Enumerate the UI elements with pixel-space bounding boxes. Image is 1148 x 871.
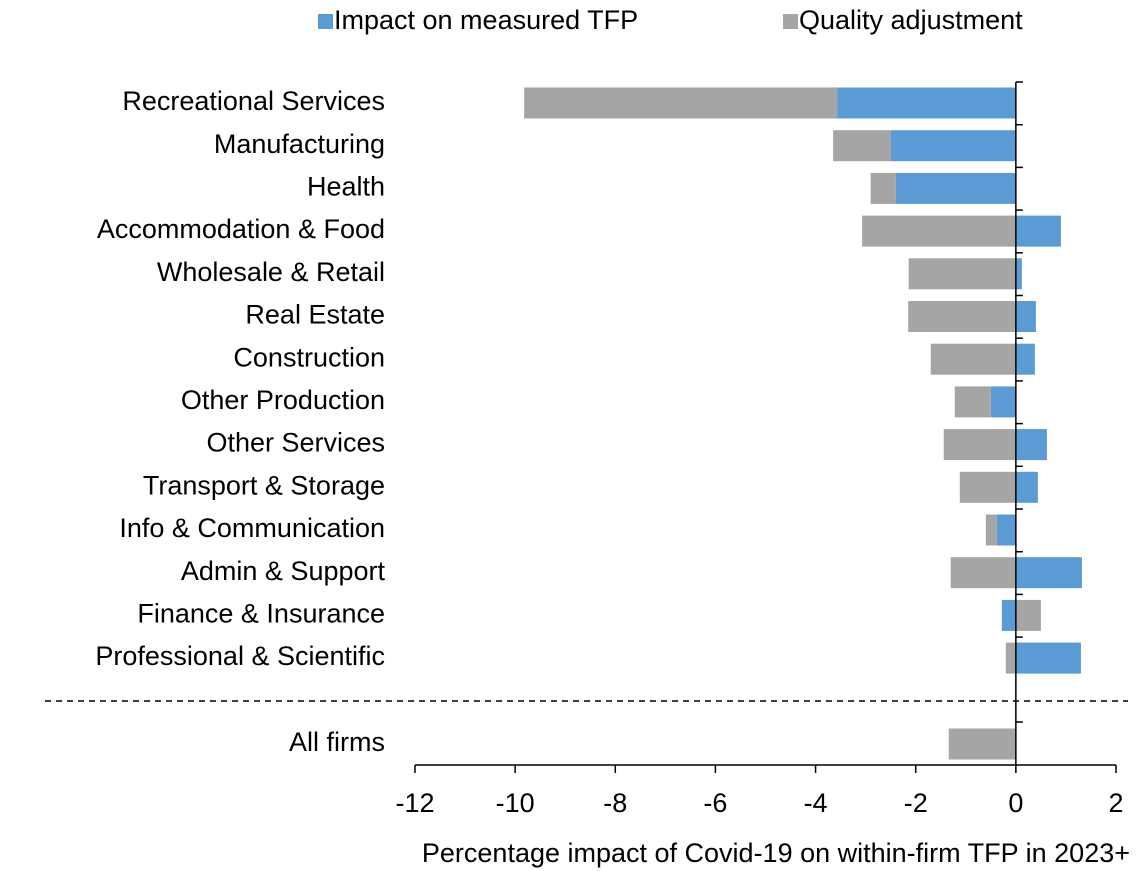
bar bbox=[1015, 301, 1036, 332]
bar bbox=[954, 386, 991, 418]
bar bbox=[908, 258, 1016, 290]
legend-swatch bbox=[783, 14, 798, 29]
category-label: All firms bbox=[289, 727, 385, 757]
x-tick-label: 0 bbox=[1008, 788, 1023, 818]
bar bbox=[1005, 642, 1016, 674]
x-tick-label: -4 bbox=[804, 788, 828, 818]
bar bbox=[837, 87, 1016, 119]
category-label: Manufacturing bbox=[214, 129, 385, 159]
x-tick-label: -6 bbox=[703, 788, 727, 818]
bar bbox=[1015, 471, 1038, 503]
category-label: Finance & Insurance bbox=[137, 599, 385, 629]
category-label: Admin & Support bbox=[181, 556, 386, 586]
category-label: Construction bbox=[233, 342, 385, 372]
category-label: Recreational Services bbox=[122, 86, 385, 116]
bar bbox=[930, 343, 1016, 375]
bar bbox=[1015, 258, 1022, 290]
category-label: Real Estate bbox=[245, 300, 385, 330]
bar bbox=[524, 87, 838, 119]
bar bbox=[833, 130, 891, 162]
x-tick-label: 2 bbox=[1108, 788, 1123, 818]
x-tick-label: -2 bbox=[904, 788, 928, 818]
category-label: Other Services bbox=[206, 428, 385, 458]
x-axis-title: Percentage impact of Covid-19 on within-… bbox=[422, 838, 1130, 868]
bar bbox=[1015, 557, 1082, 589]
category-label: Transport & Storage bbox=[143, 470, 385, 500]
bar bbox=[1015, 599, 1041, 631]
bar bbox=[959, 471, 1016, 503]
category-label: Health bbox=[307, 172, 385, 202]
category-label: Other Production bbox=[181, 385, 385, 415]
bar bbox=[943, 429, 1016, 461]
bar bbox=[950, 557, 1016, 589]
bar bbox=[1015, 642, 1081, 674]
category-label: Info & Communication bbox=[119, 513, 385, 543]
bar bbox=[1015, 343, 1035, 375]
category-label: Wholesale & Retail bbox=[157, 257, 385, 287]
bar bbox=[895, 172, 1016, 204]
bar bbox=[996, 514, 1016, 546]
bar bbox=[908, 301, 1016, 332]
legend-label: Quality adjustment bbox=[799, 5, 1023, 35]
bar bbox=[1001, 599, 1016, 631]
category-label: Accommodation & Food bbox=[97, 214, 385, 244]
x-tick-label: -8 bbox=[603, 788, 627, 818]
category-label: Professional & Scientific bbox=[95, 641, 385, 671]
legend-swatch bbox=[318, 14, 333, 29]
bar bbox=[890, 130, 1016, 162]
legend-label: Impact on measured TFP bbox=[334, 5, 638, 35]
bar bbox=[1015, 429, 1047, 461]
x-tick-label: -10 bbox=[496, 788, 535, 818]
bar bbox=[870, 172, 896, 204]
x-tick-label: -12 bbox=[395, 788, 434, 818]
bar bbox=[1015, 215, 1061, 247]
bar bbox=[985, 514, 997, 546]
bar bbox=[862, 215, 1016, 247]
bar bbox=[948, 728, 1016, 760]
bar bbox=[990, 386, 1016, 418]
